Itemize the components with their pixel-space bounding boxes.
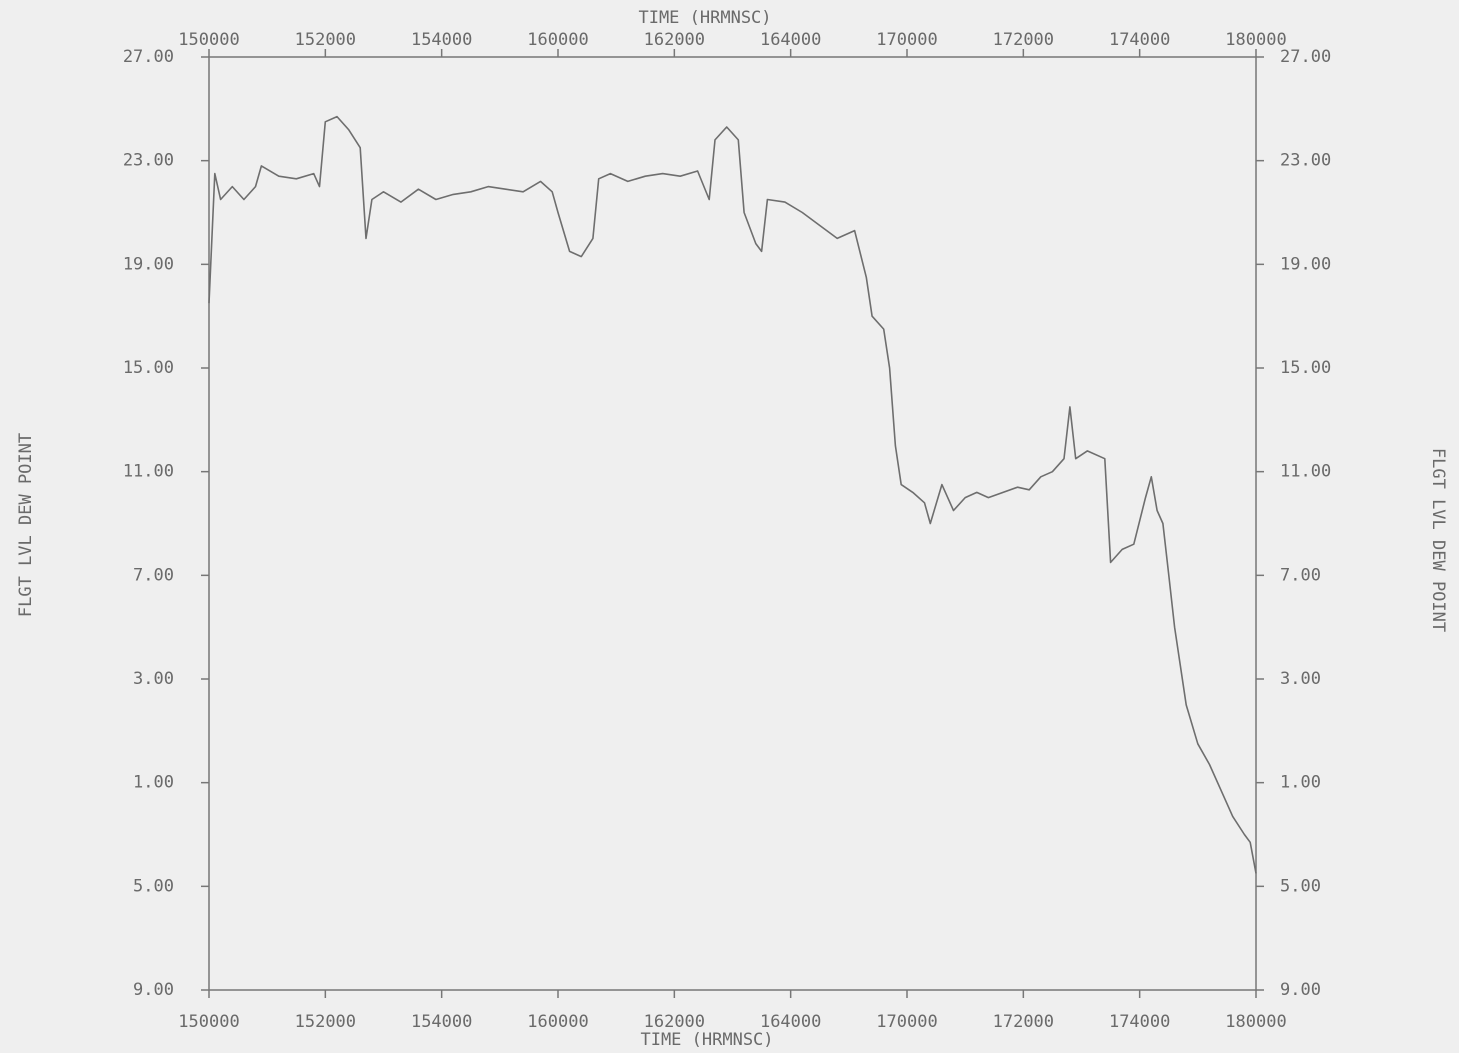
x-tick-label: 174000 bbox=[1109, 1012, 1170, 1032]
y-tick-label-right: 7.00 bbox=[1280, 565, 1321, 585]
x-tick-label-top: 150000 bbox=[178, 30, 239, 50]
x-tick-label: 172000 bbox=[993, 1012, 1054, 1032]
x-tick-label-top: 152000 bbox=[295, 30, 356, 50]
x-tick-label-top: 170000 bbox=[876, 30, 937, 50]
data-line bbox=[208, 115, 1257, 874]
y-tick-label: 23.00 bbox=[123, 151, 174, 171]
y-tick-label-right: 5.00 bbox=[1280, 876, 1321, 896]
y-tick-label: 3.00 bbox=[133, 669, 174, 689]
y-tick-label: 7.00 bbox=[133, 565, 174, 585]
y-tick-label-right: 15.00 bbox=[1280, 358, 1331, 378]
y-tick-label: 19.00 bbox=[123, 254, 174, 274]
y-tick-label-right: 19.00 bbox=[1280, 254, 1331, 274]
y-axis-label-left: FLGT LVL DEW POINT bbox=[16, 433, 36, 617]
x-axis-label-bottom: TIME (HRMNSC) bbox=[640, 1030, 773, 1050]
y-tick-label-right: 11.00 bbox=[1280, 462, 1331, 482]
x-tick-label: 170000 bbox=[876, 1012, 937, 1032]
plot-frame bbox=[208, 56, 1257, 991]
x-axis-label-top: TIME (HRMNSC) bbox=[638, 8, 771, 28]
x-tick-label: 164000 bbox=[760, 1012, 821, 1032]
x-tick-label: 162000 bbox=[644, 1012, 705, 1032]
y-tick-label-right: 9.00 bbox=[1280, 980, 1321, 1000]
x-tick-label: 150000 bbox=[178, 1012, 239, 1032]
x-tick-label-top: 172000 bbox=[993, 30, 1054, 50]
x-tick-label: 160000 bbox=[527, 1012, 588, 1032]
x-tick-label: 152000 bbox=[295, 1012, 356, 1032]
x-tick-label-top: 162000 bbox=[644, 30, 705, 50]
x-tick-label-top: 180000 bbox=[1225, 30, 1286, 50]
y-tick-label: 15.00 bbox=[123, 358, 174, 378]
y-tick-label: 9.00 bbox=[133, 980, 174, 1000]
x-tick-label-top: 160000 bbox=[527, 30, 588, 50]
y-tick-label-right: 3.00 bbox=[1280, 669, 1321, 689]
x-tick-label-top: 174000 bbox=[1109, 30, 1170, 50]
y-tick-label: 11.00 bbox=[123, 462, 174, 482]
x-tick-label-top: 164000 bbox=[760, 30, 821, 50]
x-tick-label: 154000 bbox=[411, 1012, 472, 1032]
y-tick-label-right: 1.00 bbox=[1280, 773, 1321, 793]
x-tick-label-top: 154000 bbox=[411, 30, 472, 50]
y-axis-label-right: FLGT LVL DEW POINT bbox=[1428, 448, 1448, 632]
y-tick-label: 1.00 bbox=[133, 773, 174, 793]
x-tick-label: 180000 bbox=[1225, 1012, 1286, 1032]
y-tick-label: 27.00 bbox=[123, 47, 174, 67]
y-tick-label-right: 23.00 bbox=[1280, 151, 1331, 171]
y-tick-label-right: 27.00 bbox=[1280, 47, 1331, 67]
y-tick-label: 5.00 bbox=[133, 876, 174, 896]
